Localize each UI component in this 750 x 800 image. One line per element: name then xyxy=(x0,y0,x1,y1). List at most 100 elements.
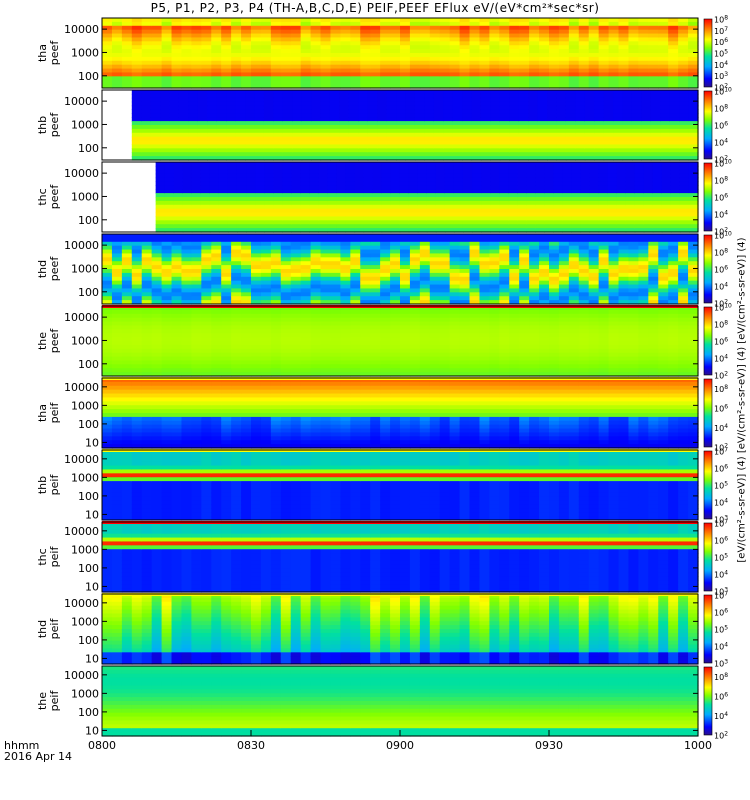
heatmap-cell xyxy=(499,193,509,198)
heatmap-cell xyxy=(669,105,680,111)
heatmap-cell xyxy=(273,93,284,99)
heatmap-cell xyxy=(311,90,322,95)
heatmap-cell xyxy=(499,165,509,171)
heatmap-cell xyxy=(150,93,161,99)
heatmap-cell xyxy=(320,333,332,338)
heatmap-cell xyxy=(102,313,113,319)
heatmap-cell xyxy=(386,90,397,95)
heatmap-cell xyxy=(608,18,620,23)
heatmap-cell xyxy=(161,364,173,369)
heatmap-cell xyxy=(251,348,262,354)
heatmap-cell xyxy=(300,234,312,239)
heatmap-cell xyxy=(509,76,520,81)
heatmap-cell xyxy=(330,68,341,74)
heatmap-cell xyxy=(150,152,161,157)
heatmap-cell xyxy=(679,101,690,107)
heatmap-cell xyxy=(291,220,301,225)
heatmap-cell xyxy=(370,292,381,297)
heatmap-cell xyxy=(111,325,123,330)
heatmap-cell xyxy=(529,37,540,42)
heatmap-cell xyxy=(102,364,113,369)
heatmap-cell xyxy=(519,45,530,50)
heatmap-cell xyxy=(643,204,654,210)
heatmap-cell xyxy=(390,162,401,167)
heatmap-cell xyxy=(414,105,425,111)
heatmap-cell xyxy=(151,352,163,358)
heatmap-cell xyxy=(207,132,218,138)
heatmap-cells xyxy=(102,234,699,305)
heatmap-cell xyxy=(613,136,624,142)
heatmap-cell xyxy=(588,45,600,50)
heatmap-cell xyxy=(618,241,630,247)
heatmap-cell xyxy=(111,284,123,290)
heatmap-cell xyxy=(370,269,381,274)
heatmap-cell xyxy=(528,101,539,107)
heatmap-cell xyxy=(211,245,222,251)
heatmap-cell xyxy=(509,272,520,278)
heatmap-cell xyxy=(300,25,312,31)
heatmap-cell xyxy=(358,152,369,157)
heatmap-cell xyxy=(241,272,252,278)
heatmap-cell xyxy=(589,204,600,210)
heatmap-cell xyxy=(173,162,184,167)
heatmap-cell xyxy=(207,136,218,142)
heatmap-cell xyxy=(529,237,540,243)
heatmap-cell xyxy=(348,105,359,111)
heatmap-cell xyxy=(273,125,284,130)
heatmap-cell xyxy=(490,93,501,99)
heatmap-cell xyxy=(670,185,681,190)
heatmap-cell xyxy=(216,152,227,157)
heatmap-cell xyxy=(405,136,416,142)
heatmap-cell xyxy=(439,241,451,247)
heatmap-cell xyxy=(169,136,180,142)
heatmap-cell xyxy=(443,156,454,161)
heatmap-cell xyxy=(628,284,639,290)
heatmap-cell xyxy=(399,197,410,202)
heatmap-cell xyxy=(400,21,411,27)
heatmap-cell xyxy=(191,18,202,23)
heatmap-cell xyxy=(370,68,381,74)
heatmap-cell xyxy=(201,72,212,77)
heatmap-cell xyxy=(291,224,301,229)
heatmap-cell xyxy=(390,360,401,365)
heatmap-cell xyxy=(370,60,381,66)
heatmap-cell xyxy=(280,296,292,301)
heatmap-cell xyxy=(327,197,338,202)
heatmap-cell xyxy=(429,296,441,301)
heatmap-cell xyxy=(263,105,274,111)
heatmap-cell xyxy=(479,280,490,286)
heatmap-cell xyxy=(607,189,618,194)
heatmap-cell xyxy=(330,368,341,373)
heatmap-cell xyxy=(191,64,202,70)
heatmap-cell xyxy=(547,152,558,157)
heatmap-cell xyxy=(191,321,202,327)
heatmap-cell xyxy=(291,212,301,218)
heatmap-cell xyxy=(400,241,411,247)
heatmap-cell xyxy=(588,80,600,85)
heatmap-cell xyxy=(235,90,246,95)
heatmap-cell xyxy=(291,193,301,198)
heatmap-cell xyxy=(327,165,338,171)
heatmap-cell xyxy=(618,276,630,282)
colorbar-tick-label: 106 xyxy=(714,193,728,203)
heatmap-cell xyxy=(260,257,272,262)
heatmap-cell xyxy=(231,37,242,42)
heatmap-cell xyxy=(209,173,220,179)
heatmap-cell xyxy=(360,37,371,42)
heatmap-cell xyxy=(449,49,461,54)
heatmap-cell xyxy=(598,216,609,221)
colorbar-tick-label: 104 xyxy=(714,60,728,70)
heatmap-cell xyxy=(688,220,699,225)
heatmap-cell xyxy=(539,53,550,58)
heatmap-cell xyxy=(565,105,576,111)
heatmap-cell xyxy=(188,105,199,111)
heatmap-cell xyxy=(121,25,133,31)
heatmap-cell xyxy=(111,80,123,85)
heatmap-cell xyxy=(409,313,421,319)
heatmap-cell xyxy=(539,237,550,243)
heatmap-cell xyxy=(255,224,265,229)
heatmap-cell xyxy=(141,253,153,258)
heatmap-cell xyxy=(290,37,302,42)
heatmap-cell xyxy=(628,25,639,31)
heatmap-cell xyxy=(340,356,351,362)
